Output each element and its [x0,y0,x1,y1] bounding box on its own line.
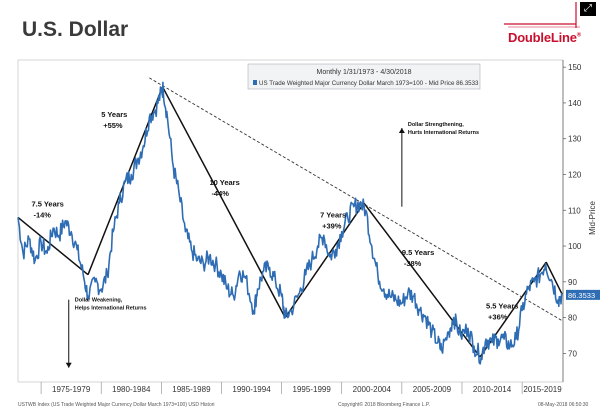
trend-segment [161,86,286,318]
brand-name: DoubleLine [508,30,577,45]
ann-2-duration: 5 Years [101,110,127,119]
ann-3-duration: 10 Years [209,178,239,187]
legend: Monthly 1/31/1973 - 4/30/2018 US Trade W… [247,63,481,90]
trend-segment [545,261,563,295]
y-tick-label: 70 [568,349,577,358]
x-tick-label: 2000-2004 [353,385,392,394]
arrow-down-label-1: Dollar Weakening, [75,298,123,304]
y-tick-label: 130 [568,135,582,144]
ann-6-change: +36% [488,313,508,322]
arrow-down-label-2: Helps International Returns [75,306,147,312]
expand-icon[interactable]: ⤢ [580,2,596,16]
x-tick-label: 1990-1994 [232,385,271,394]
ann-1-change: -14% [33,211,51,220]
y-tick-label: 150 [568,63,582,72]
brand-registered-mark: ® [576,32,582,39]
legend-box [247,63,481,90]
series-group [17,81,563,365]
y-tick-label: 110 [568,206,581,215]
y-tick-label: 90 [568,278,577,287]
plot-area [17,59,564,383]
ann-5-duration: 9.5 Years [402,248,434,257]
legend-entry: US Trade Weighted Major Currency Dollar … [259,80,479,87]
arrow-up-label-2: Hurts International Returns [408,130,479,136]
page-title: U.S. Dollar [22,18,129,41]
x-tick-label: 1980-1984 [112,385,151,394]
footer-timestamp: 08-May-2018 06:50:30 [538,402,589,408]
arrow-up-head [398,127,405,133]
ann-6-duration: 5.5 Years [486,302,518,311]
annotations: 7.5 Years -14% 5 Years +55% 10 Years -44% 7 Ye… [31,110,518,368]
last-value-text: 86.3533 [568,291,595,300]
y-axis-label: Mid-Price [588,201,597,235]
x-tick-label: 2015-2019 [523,385,562,394]
y-tick-label: 140 [568,99,582,108]
ann-4-change: +39% [322,221,342,230]
ann-2-change: +55% [103,121,123,130]
x-tick-label: 1975-1979 [52,385,91,394]
arrow-up-label-1: Dollar Strengthening, [408,122,464,128]
trend-segment [284,202,365,319]
y-tick-label: 80 [568,314,577,323]
ann-3-change: -44% [211,189,229,198]
x-tick-label: 1985-1989 [172,385,211,394]
brand-logo: DoubleLine® [508,30,581,45]
legend-header: Monthly 1/31/1973 - 4/30/2018 [317,69,412,76]
y-axis: 70 80 90 100 110 120 130 140 150 [562,60,582,382]
y-tick-label: 120 [568,170,582,179]
brand-mark-icon [504,2,580,28]
x-tick-label: 1995-1999 [293,385,332,394]
x-tick-label: 2005-2009 [413,385,452,394]
ann-5-change: -38% [404,259,422,268]
footer-copyright: Copyright© 2018 Bloomberg Finance L.P. [338,402,430,408]
footer-source: USTWB Index (US Trade Weighted Major Cur… [18,402,215,408]
legend-swatch [253,80,257,85]
x-tick-label: 2010-2014 [473,385,512,394]
ann-1-duration: 7.5 Years [31,200,63,209]
x-axis: 1975-1979 1980-1984 1985-1989 1990-1994 1995… [40,382,562,394]
arrow-down-head [65,362,72,368]
y-tick-label: 100 [568,242,582,251]
last-value-tag: 86.3533 [566,289,600,300]
ann-4-duration: 7 Years [320,210,346,219]
last-value-box [566,289,600,300]
trend-segment [17,216,89,276]
series-line [17,81,563,365]
